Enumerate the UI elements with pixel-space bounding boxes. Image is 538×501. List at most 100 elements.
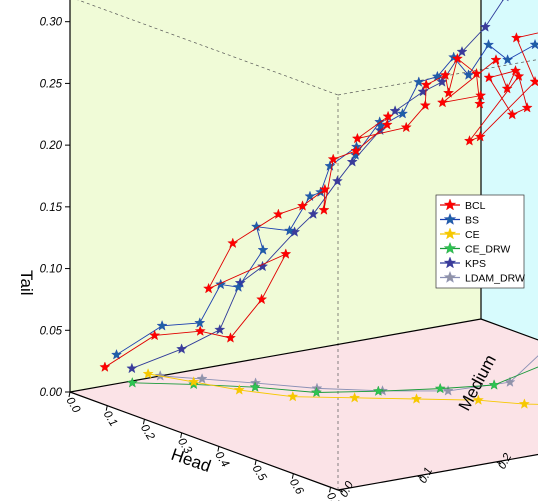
legend-label: LDAM_DRW	[465, 273, 525, 285]
data-point	[327, 153, 339, 164]
data-point	[287, 390, 299, 402]
data-point	[529, 75, 538, 87]
x-axis-title: Head	[169, 445, 214, 476]
data-point	[249, 381, 261, 392]
data-point	[475, 89, 487, 101]
data-point	[472, 394, 484, 405]
data-point	[256, 293, 268, 305]
data-point	[233, 384, 245, 395]
x-tick-label: 0.7	[324, 491, 343, 501]
data-point	[232, 281, 244, 292]
data-point	[381, 119, 393, 130]
data-point	[419, 99, 431, 111]
data-point	[382, 110, 394, 122]
data-point	[126, 362, 138, 374]
x-tick-mark	[291, 473, 294, 479]
z-tick-label: 0.00	[40, 387, 63, 399]
data-point	[215, 278, 227, 290]
data-point	[250, 220, 262, 232]
data-point	[479, 21, 491, 32]
data-point	[372, 385, 384, 396]
data-point	[400, 121, 412, 133]
data-point	[227, 237, 239, 248]
data-point	[463, 135, 475, 146]
data-point	[436, 96, 448, 108]
legend-marker	[443, 270, 457, 283]
data-point	[442, 385, 454, 396]
legend-label: BCL	[465, 200, 486, 212]
data-point	[501, 82, 513, 94]
panes	[70, 0, 538, 490]
z-tick-label: 0.10	[40, 264, 63, 276]
axis-line-3	[69, 318, 482, 393]
back-left-pane	[70, 0, 481, 392]
series-layer	[99, 0, 538, 409]
legend-marker	[443, 227, 457, 240]
data-point	[257, 244, 269, 255]
data-point	[374, 124, 386, 135]
data-point	[272, 208, 284, 219]
data-point	[474, 131, 486, 142]
data-point	[504, 376, 516, 387]
z-tick-label: 0.30	[40, 17, 63, 29]
x-tick-label: 0.6	[287, 477, 306, 497]
data-point	[413, 76, 425, 87]
floor-pane	[70, 319, 538, 490]
data-point	[194, 317, 206, 328]
data-point	[510, 32, 522, 43]
legend-label: CE_DRW	[465, 244, 510, 256]
data-point	[280, 248, 292, 259]
data-point	[324, 160, 336, 171]
data-point	[529, 38, 538, 50]
x-tick-mark	[142, 419, 145, 425]
data-point	[470, 67, 482, 79]
data-point	[224, 332, 236, 343]
data-point	[194, 325, 206, 336]
legend-marker	[443, 212, 457, 225]
data-point	[351, 132, 363, 144]
x-tick-label: 0.0	[63, 395, 82, 415]
data-point	[331, 175, 343, 186]
data-point	[502, 54, 514, 65]
data-point	[501, 0, 509, 2]
x-tick-mark	[180, 432, 183, 438]
x-tick-label: 0.1	[101, 409, 120, 429]
data-point	[389, 105, 401, 116]
data-point	[350, 145, 362, 156]
series-bcl	[99, 32, 538, 372]
legend: BCL BS CE CE_DRW KPS LDAM_DRW	[435, 194, 525, 289]
data-point	[203, 282, 215, 294]
series-ldam-drw	[154, 355, 538, 396]
data-point	[310, 386, 322, 398]
x-tick-label: 0.4	[212, 450, 231, 470]
data-point	[350, 149, 362, 160]
data-point	[196, 373, 208, 384]
legend-label: KPS	[465, 258, 486, 270]
legend-label: CE	[465, 229, 480, 241]
x-tick-mark	[105, 405, 108, 411]
data-point	[188, 376, 200, 387]
data-point	[349, 392, 361, 403]
axis-line-1	[337, 453, 538, 491]
y-tick-mark	[416, 475, 423, 479]
data-point	[436, 76, 448, 87]
data-point	[483, 71, 495, 83]
data-point	[284, 225, 296, 236]
z-tick-label: 0.20	[40, 140, 63, 152]
data-point	[154, 370, 166, 381]
data-point	[318, 204, 330, 215]
x-tick-label: 0.5	[250, 463, 269, 483]
data-point	[439, 69, 451, 80]
y-tick-mark	[337, 489, 344, 493]
data-point	[463, 69, 475, 80]
data-point	[417, 85, 429, 97]
data-point	[176, 343, 188, 354]
data-point	[149, 329, 161, 341]
x-tick-label: 0.2	[138, 422, 157, 442]
data-point	[257, 260, 269, 272]
data-point	[434, 382, 446, 394]
data-point	[156, 320, 168, 331]
ticks: 0.00.10.20.30.40.50.60.70.00.10.20.30.40…	[40, 17, 515, 501]
x-tick-mark	[68, 391, 71, 398]
data-point	[510, 65, 522, 76]
